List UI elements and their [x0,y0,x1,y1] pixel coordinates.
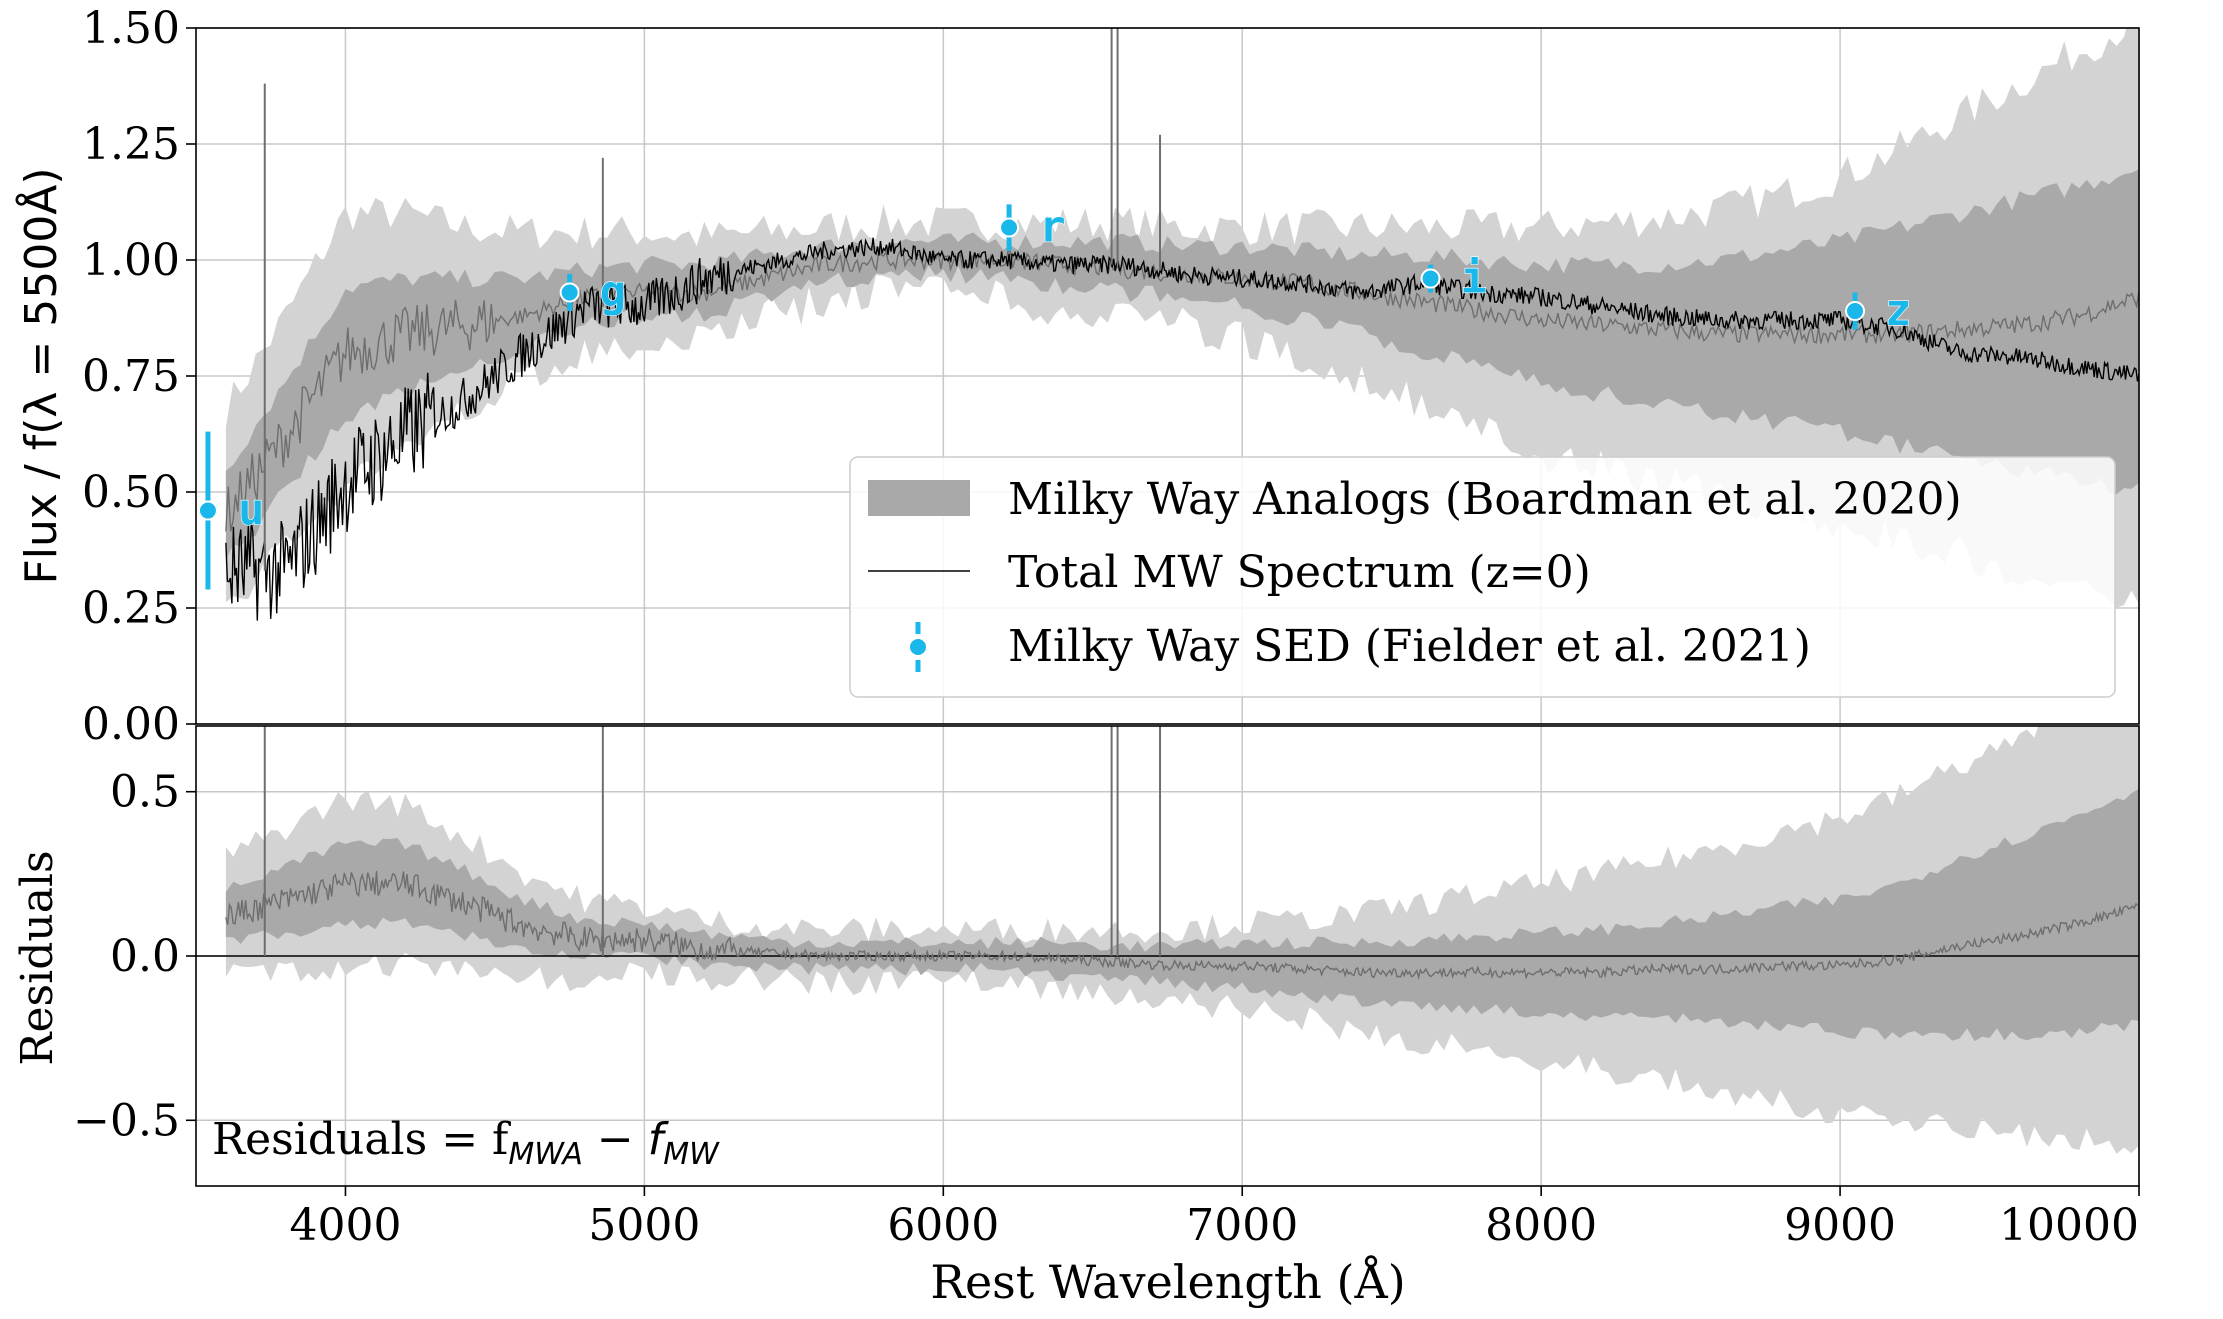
x-tick-label: 4000 [289,1200,401,1251]
sed-band-label-z: z [1885,285,1912,336]
x-tick-label: 9000 [1784,1200,1896,1251]
legend-box [849,456,2116,698]
bottom-y-tick-label: −0.5 [73,1095,180,1146]
sed-band-label-i: i [1461,253,1488,304]
residual-bands [225,726,2139,1154]
sed-points: u g r i z [197,201,1912,590]
legend-marker-sed [910,639,926,655]
spectrum-lines [225,28,2139,621]
residual-band-outer [225,726,2139,1154]
top-y-tick-label: 1.25 [82,119,180,170]
bottom-y-tick-label: 0.0 [110,931,180,982]
top-y-ticks: 0.00 0.25 0.50 0.75 1.00 1.25 1.50 [82,3,196,750]
sed-band-label-u: u [238,485,264,536]
top-y-tick-label: 0.00 [82,699,180,750]
residual-median-line [225,871,2139,981]
x-ticks: 4000 5000 6000 7000 8000 9000 10000 [289,1186,2140,1251]
bottom-y-axis-label: Residuals [12,850,63,1065]
analog-median-line [225,249,2139,532]
residual-annotation-sub1: MWA [508,1137,583,1172]
top-y-tick-label: 0.25 [82,583,180,634]
residual-annotation-sub2: MW [663,1137,720,1172]
mw-spectrum-line [225,237,2139,621]
x-axis-label: Rest Wavelength (Å) [930,1254,1405,1309]
legend-label-sed: Milky Way SED (Fielder et al. 2021) [1008,621,1811,672]
bottom-y-tick-label: 0.5 [110,767,180,818]
residual-annotation-text: Residuals = f [212,1114,511,1165]
top-y-tick-label: 1.50 [82,3,180,54]
sed-point-g [559,282,580,303]
legend-patch-analogs [868,480,970,516]
x-tick-label: 8000 [1485,1200,1597,1251]
residual-lines [196,726,2139,981]
top-y-tick-label: 0.50 [82,467,180,518]
sed-band-label-r: r [1039,202,1066,253]
residual-band-inner [225,788,2139,1042]
sed-point-u [197,500,218,521]
sed-point-i [1420,268,1441,289]
residual-panel: 0.5 0.0 −0.5 4000 5000 6000 7000 8000 9000 10000 [73,725,2140,1251]
x-tick-label: 6000 [887,1200,999,1251]
legend-label-analogs: Milky Way Analogs (Boardman et al. 2020) [1008,474,1962,525]
sed-point-z [1845,301,1866,322]
x-tick-label: 7000 [1186,1200,1298,1251]
bottom-y-ticks: 0.5 0.0 −0.5 [73,767,196,1146]
x-tick-label: 10000 [1999,1200,2139,1251]
top-y-axis-label: Flux / f(λ = 5500Å) [14,167,67,584]
legend-label-mw: Total MW Spectrum (z=0) [1008,547,1591,598]
top-y-tick-label: 1.00 [82,235,180,286]
residual-annotation: Residuals = fMWA − fMW [212,1114,720,1172]
analog-band-inner [225,169,2139,561]
legend: Milky Way Analogs (Boardman et al. 2020)… [849,456,2116,698]
top-y-tick-label: 0.75 [82,351,180,402]
sed-point-r [999,217,1020,238]
sed-band-label-g: g [600,266,627,317]
x-tick-label: 5000 [588,1200,700,1251]
residual-annotation-mid: − f [583,1114,670,1165]
